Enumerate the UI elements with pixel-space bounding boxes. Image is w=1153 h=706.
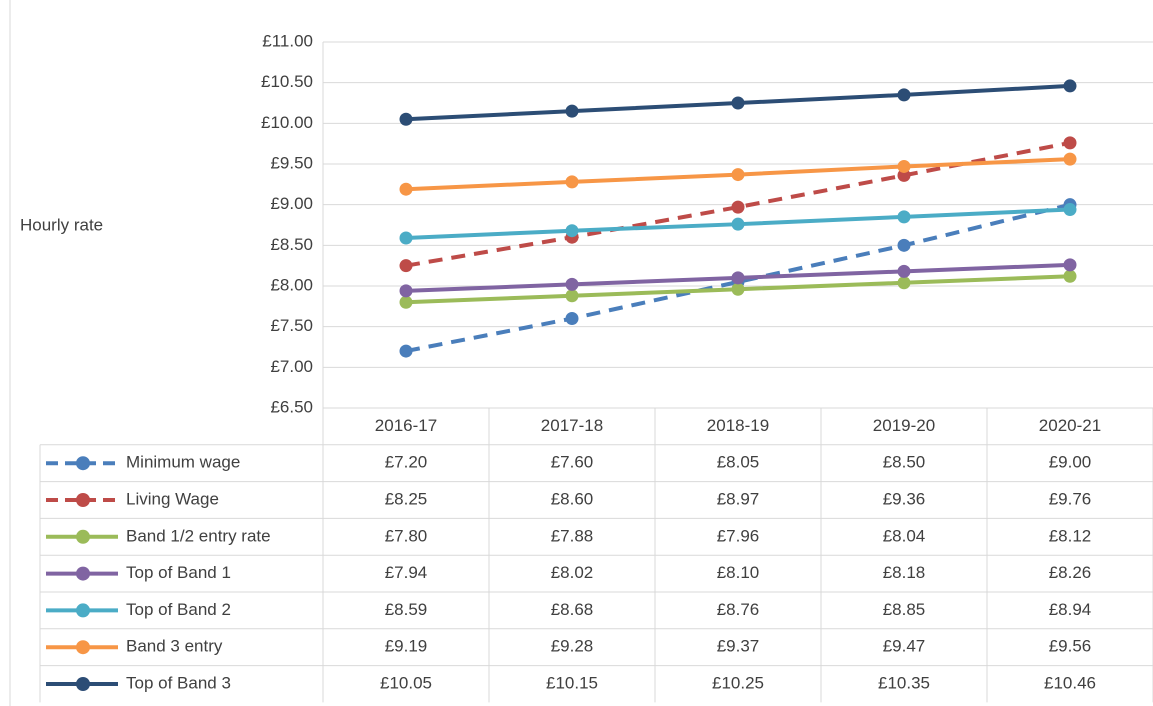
data-point xyxy=(1063,258,1077,272)
table-value: £10.46 xyxy=(1044,673,1096,692)
data-point xyxy=(565,175,579,189)
table-value: £10.15 xyxy=(546,673,598,692)
table-value: £9.28 xyxy=(551,637,594,656)
table-value: £8.12 xyxy=(1049,526,1092,545)
legend-marker xyxy=(76,493,90,507)
data-point xyxy=(897,159,911,173)
table-value: £8.85 xyxy=(883,600,926,619)
table-value: £7.94 xyxy=(385,563,428,582)
data-point xyxy=(565,312,579,326)
legend-label: Band 1/2 entry rate xyxy=(126,526,271,545)
data-point xyxy=(731,96,745,110)
table-value: £9.37 xyxy=(717,637,760,656)
y-tick-label: £11.00 xyxy=(262,31,313,50)
table-value: £9.47 xyxy=(883,637,926,656)
y-tick-label: £10.50 xyxy=(261,72,313,91)
table-value: £7.20 xyxy=(385,453,428,472)
data-point xyxy=(565,224,579,238)
data-point xyxy=(399,284,413,298)
table-value: £8.59 xyxy=(385,600,428,619)
table-value: £8.04 xyxy=(883,526,926,545)
table-value: £8.25 xyxy=(385,489,428,508)
table-value: £9.19 xyxy=(385,637,428,656)
table-value: £9.36 xyxy=(883,489,926,508)
table-value: £10.05 xyxy=(380,673,432,692)
data-point xyxy=(1063,269,1077,283)
data-point xyxy=(897,168,911,182)
table-value: £8.02 xyxy=(551,563,594,582)
data-point xyxy=(399,182,413,196)
data-point xyxy=(731,168,745,182)
data-point xyxy=(399,259,413,273)
data-point xyxy=(565,104,579,118)
data-point xyxy=(565,289,579,303)
y-tick-label: £10.00 xyxy=(261,113,313,132)
data-point xyxy=(731,271,745,285)
table-value: £8.18 xyxy=(883,563,926,582)
table-value: £7.60 xyxy=(551,453,594,472)
y-tick-label: £7.00 xyxy=(270,357,313,376)
legend-label: Top of Band 3 xyxy=(126,673,231,692)
data-point xyxy=(1063,152,1077,166)
data-point xyxy=(399,231,413,245)
table-value: £7.96 xyxy=(717,526,760,545)
table-value: £9.00 xyxy=(1049,453,1092,472)
table-value: £8.97 xyxy=(717,489,760,508)
table-value: £7.88 xyxy=(551,526,594,545)
data-point xyxy=(731,282,745,296)
x-tick-label: 2020-21 xyxy=(1039,416,1101,435)
table-value: £8.05 xyxy=(717,453,760,472)
data-point xyxy=(897,264,911,278)
data-point xyxy=(897,238,911,252)
data-point xyxy=(399,112,413,126)
data-point xyxy=(399,295,413,309)
x-tick-label: 2017-18 xyxy=(541,416,603,435)
data-point xyxy=(731,200,745,214)
table-value: £8.68 xyxy=(551,600,594,619)
data-point xyxy=(897,88,911,102)
table-value: £8.60 xyxy=(551,489,594,508)
data-point xyxy=(1063,203,1077,217)
y-tick-label: £6.50 xyxy=(270,397,313,416)
legend-label: Band 3 entry xyxy=(126,637,223,656)
y-tick-label: £9.50 xyxy=(270,153,313,172)
y-axis-label: Hourly rate xyxy=(20,215,103,234)
table-value: £8.50 xyxy=(883,453,926,472)
table-value: £8.10 xyxy=(717,563,760,582)
y-tick-label: £8.50 xyxy=(270,235,313,254)
legend-marker xyxy=(76,566,90,581)
data-point xyxy=(897,210,911,224)
table-value: £8.76 xyxy=(717,600,760,619)
legend-label: Top of Band 1 xyxy=(126,563,231,582)
table-value: £8.26 xyxy=(1049,563,1092,582)
legend-label: Top of Band 2 xyxy=(126,600,231,619)
legend-marker xyxy=(76,603,90,618)
y-tick-label: £9.00 xyxy=(270,194,313,213)
table-value: £7.80 xyxy=(385,526,428,545)
legend-label: Living Wage xyxy=(126,489,219,508)
x-tick-label: 2016-17 xyxy=(375,416,437,435)
table-value: £9.56 xyxy=(1049,637,1092,656)
legend-marker xyxy=(76,640,90,655)
legend-marker xyxy=(76,456,90,471)
table-value: £9.76 xyxy=(1049,489,1092,508)
data-point xyxy=(1063,79,1077,93)
y-tick-label: £7.50 xyxy=(270,316,313,335)
legend-marker xyxy=(76,529,90,544)
x-tick-label: 2019-20 xyxy=(873,416,935,435)
table-value: £10.25 xyxy=(712,673,764,692)
data-point xyxy=(1063,136,1077,150)
y-tick-label: £8.00 xyxy=(270,275,313,294)
data-point xyxy=(565,277,579,291)
legend-marker xyxy=(76,677,90,691)
x-tick-label: 2018-19 xyxy=(707,416,769,435)
data-point xyxy=(399,344,413,358)
legend-label: Minimum wage xyxy=(126,453,240,472)
data-point xyxy=(731,217,745,231)
table-value: £8.94 xyxy=(1049,600,1092,619)
data-point xyxy=(897,276,911,290)
table-value: £10.35 xyxy=(878,673,930,692)
